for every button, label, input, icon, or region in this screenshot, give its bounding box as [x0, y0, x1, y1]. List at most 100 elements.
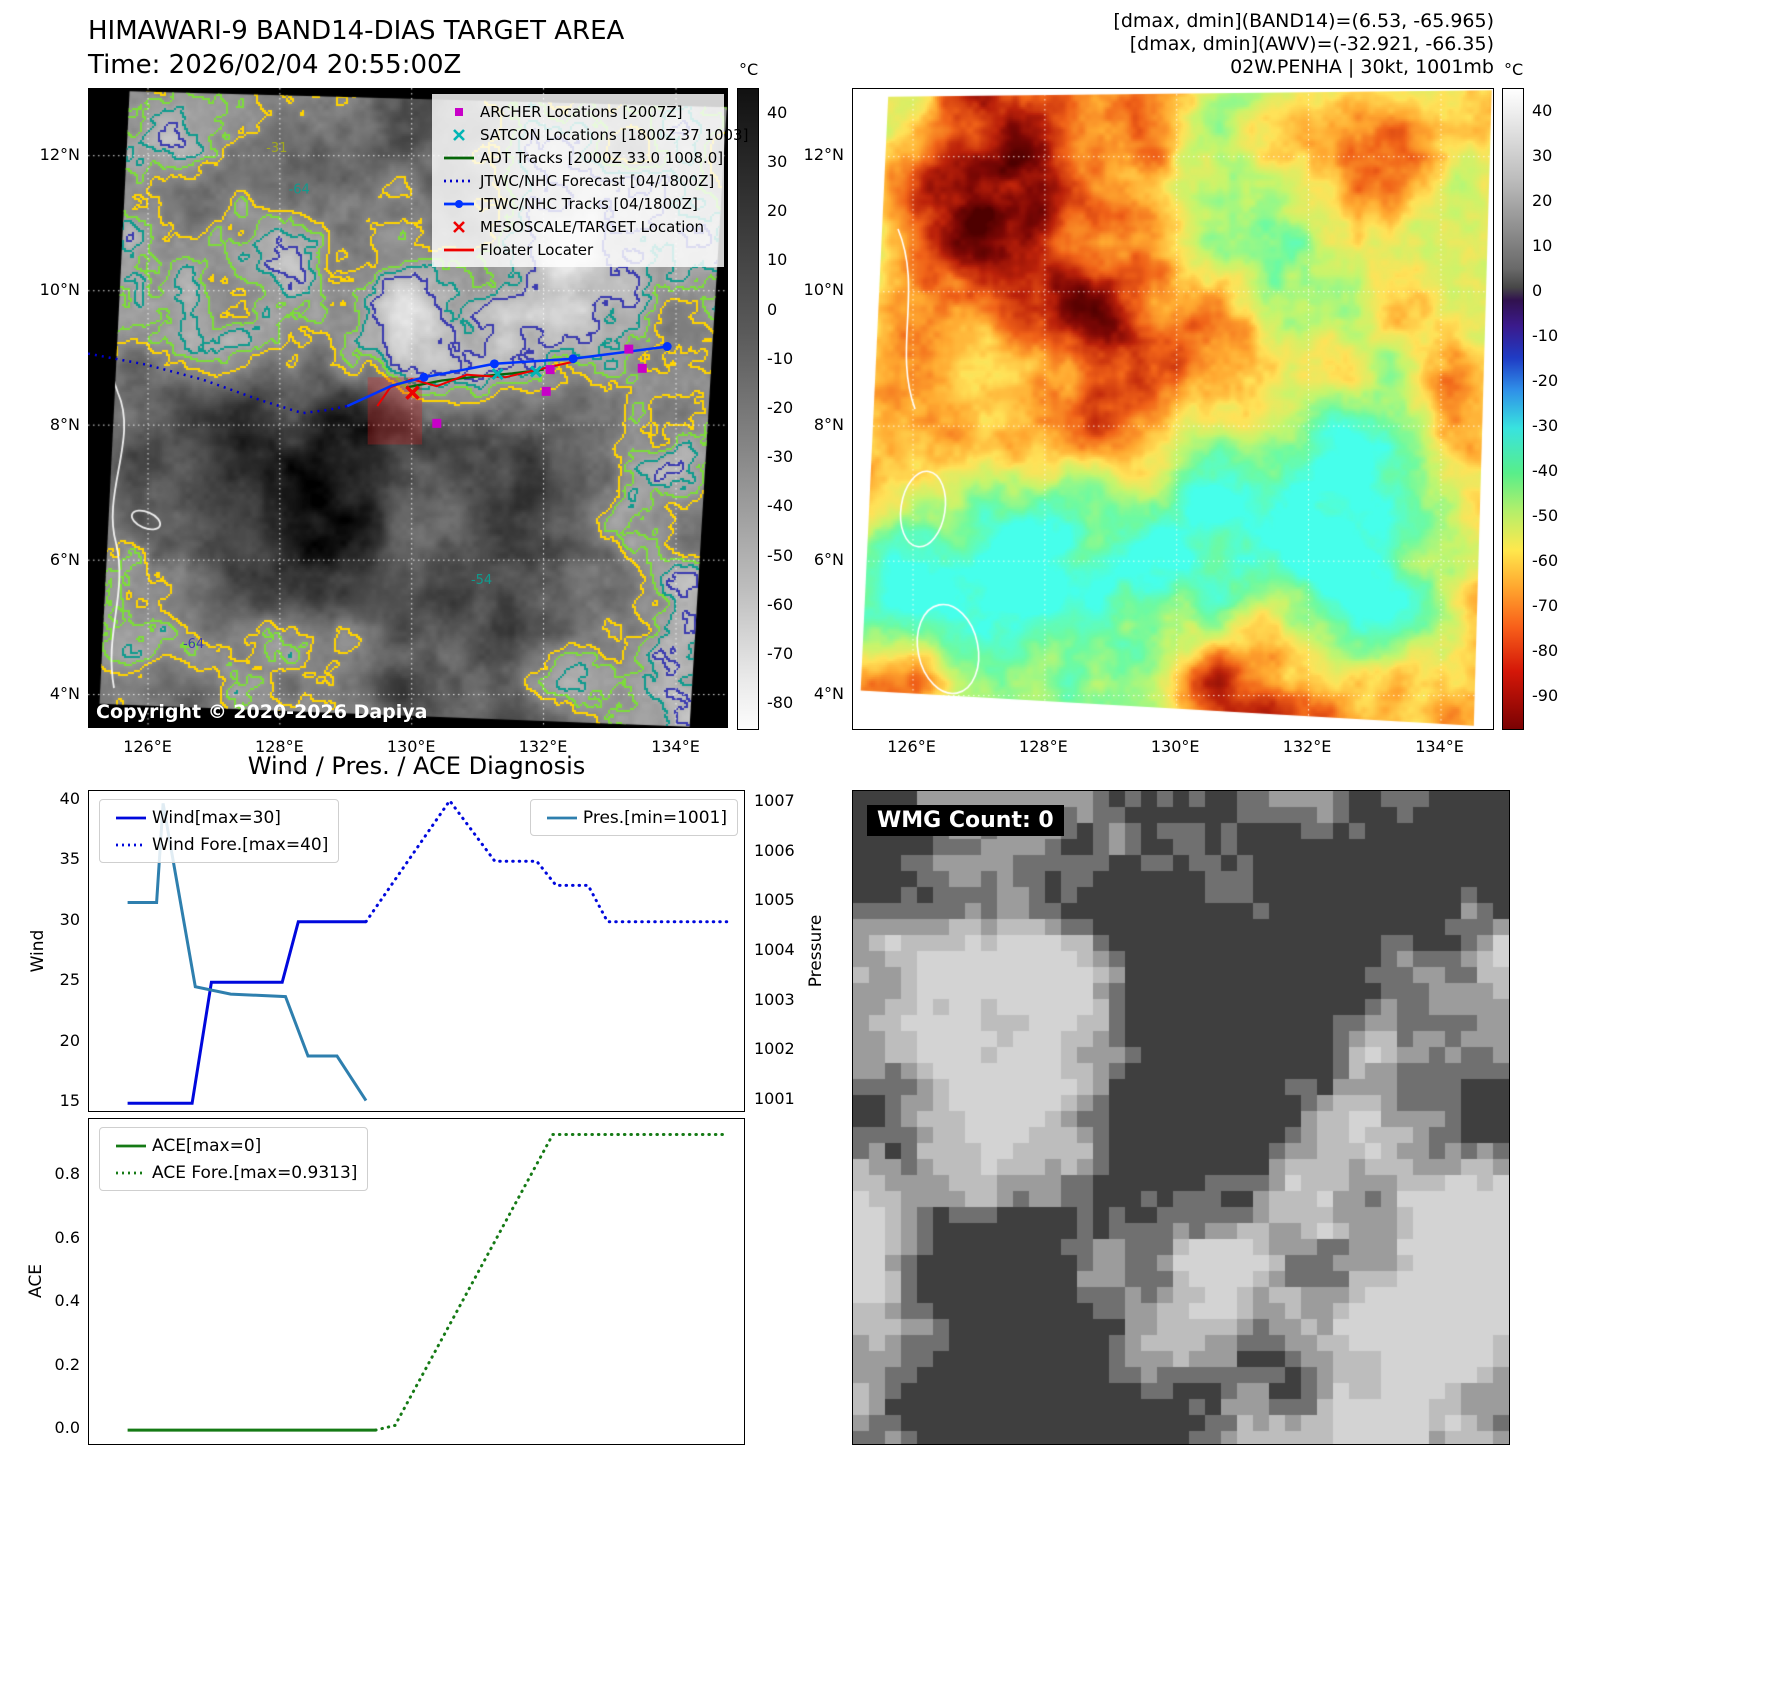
wind-pressure-ytick-right: 1004 — [754, 940, 795, 959]
band14-cbar-tick: 0 — [767, 299, 778, 319]
contour-label: -54 — [471, 573, 492, 588]
x-marker — [453, 128, 465, 141]
awv-colorbar-unit: °C — [1504, 60, 1524, 79]
wmg-image — [853, 791, 1509, 1444]
legend-item: Wind Fore.[max=40] — [110, 831, 328, 858]
band14-xtick: 126°E — [123, 737, 172, 756]
jtwc-track-point — [568, 354, 578, 364]
band14-cbar-tick: 40 — [767, 102, 788, 122]
line-marker-glyph — [438, 151, 480, 165]
dotted-icon — [444, 179, 474, 182]
square-marker — [455, 107, 463, 116]
awv-cbar-tick: 0 — [1532, 280, 1543, 300]
ace-ytick: 0.2 — [54, 1354, 80, 1374]
band14-ytick: 12°N — [39, 145, 80, 165]
charts-title: Wind / Pres. / ACE Diagnosis — [247, 752, 586, 780]
square-icon — [455, 107, 463, 116]
band14-cbar-tick: -20 — [767, 398, 794, 417]
series-Pres.[min=1001] — [127, 803, 368, 1102]
band14-cbar-tick: -30 — [767, 447, 794, 467]
legend-label: SATCON Locations [1800Z 37 1003] — [480, 125, 749, 144]
line-marker-glyph — [438, 243, 480, 257]
mesoscale-target-marker — [405, 385, 420, 400]
wind-pressure-legend: Wind[max=30] Wind Fore.[max=40] — [99, 799, 340, 863]
line-dot-icon — [444, 199, 474, 208]
awv-ytick: 6°N — [813, 549, 844, 569]
awv-cbar-tick: -80 — [1532, 641, 1559, 661]
awv-ytick: 10°N — [803, 280, 844, 300]
band14-cbar-tick: 20 — [767, 201, 788, 221]
wind-pressure-ytick-right: 1001 — [754, 1088, 795, 1108]
legend-item: ARCHER Locations [2007Z] — [438, 100, 718, 123]
wind-pressure-legend: Pres.[min=1001] — [529, 799, 738, 836]
archer-marker — [545, 365, 555, 375]
legend-label: Wind[max=30] — [152, 807, 281, 828]
band14-colorbar — [737, 88, 759, 730]
band14-cbar-tick: -70 — [767, 644, 794, 664]
x-marker-glyph — [438, 128, 480, 142]
line-icon — [546, 816, 577, 819]
dotted-icon — [116, 843, 146, 846]
awv-cbar-tick: 30 — [1532, 145, 1553, 165]
x-icon — [453, 220, 465, 233]
band14-cbar-tick: -60 — [767, 594, 794, 614]
series-Wind Fore.[max=40] — [364, 798, 729, 924]
pressure-axis-label: Pressure — [806, 914, 826, 988]
band14-cbar-tick: 10 — [767, 250, 788, 270]
awv-xtick: 126°E — [887, 737, 936, 756]
wind-pressure-ytick: 30 — [59, 909, 80, 929]
band14-ytick: 10°N — [39, 280, 80, 300]
square-marker-glyph — [438, 105, 480, 119]
legend-item: ACE Fore.[max=0.9313] — [110, 1159, 357, 1186]
awv-cbar-tick: -20 — [1532, 370, 1559, 390]
band14-cbar-tick: -80 — [767, 693, 794, 713]
wind-pressure-ytick-right: 1002 — [754, 1039, 795, 1059]
archer-marker — [541, 386, 551, 396]
legend-item: MESOSCALE/TARGET Location — [438, 215, 718, 238]
jtwc-track-point — [419, 372, 429, 382]
legend-item: Floater Locater — [438, 238, 718, 261]
legend-glyph — [110, 1139, 152, 1153]
adt-track-line — [405, 368, 544, 389]
line-icon — [444, 248, 474, 251]
band14-map-panel: ARCHER Locations [2007Z] SATCON Locations… — [88, 88, 748, 728]
band14-ytick: 8°N — [49, 414, 80, 434]
legend-item: SATCON Locations [1800Z 37 1003] — [438, 123, 748, 146]
awv-xtick: 130°E — [1150, 737, 1200, 756]
legend-label: ARCHER Locations [2007Z] — [480, 102, 683, 121]
jtwc-track-line — [346, 345, 668, 408]
band14-overlay: -64 -31 -54 -64 — [88, 141, 672, 652]
dotted-icon — [116, 1171, 146, 1174]
awv-cbar-tick: -50 — [1532, 506, 1559, 526]
satcon-marker — [491, 368, 504, 381]
map-legend: ARCHER Locations [2007Z] SATCON Locations… — [432, 94, 748, 267]
legend-label: JTWC/NHC Tracks [04/1800Z] — [480, 194, 698, 213]
dotted-marker-glyph — [438, 174, 480, 188]
line-icon — [116, 1144, 146, 1147]
series-Wind[max=30] — [127, 920, 366, 1105]
legend-label: Wind Fore.[max=40] — [152, 834, 329, 855]
wind-pressure-ytick-right: 1005 — [754, 890, 795, 910]
band14-cbar-tick: 30 — [767, 151, 788, 171]
band14-xtick: 132°E — [518, 737, 568, 756]
band14-cbar-tick: -40 — [767, 496, 794, 516]
awv-xtick: 128°E — [1019, 737, 1068, 756]
ace-legend: ACE[max=0] ACE Fore.[max=0.9313] — [99, 1127, 369, 1191]
band14-xtick: 134°E — [651, 737, 700, 756]
header-info: [dmax, dmin](BAND14)=(6.53, -65.965) [dm… — [1113, 10, 1494, 79]
legend-item: JTWC/NHC Forecast [04/1800Z] — [438, 169, 718, 192]
band14-ytick: 4°N — [49, 684, 80, 704]
awv-cbar-tick: -40 — [1532, 461, 1559, 481]
awv-ytick: 8°N — [813, 414, 844, 434]
band14-xtick: 130°E — [386, 737, 436, 756]
line-icon — [116, 816, 146, 819]
page-title: HIMAWARI-9 BAND14-DIAS TARGET AREA — [88, 16, 625, 46]
legend-item: JTWC/NHC Tracks [04/1800Z] — [438, 192, 718, 215]
legend-glyph — [110, 838, 152, 852]
ace-chart: ACE[max=0] ACE Fore.[max=0.9313] — [88, 1118, 745, 1445]
copyright-text: Copyright © 2020-2026 Dapiya — [96, 701, 428, 723]
dmax-dmin-awv: [dmax, dmin](AWV)=(-32.921, -66.35) — [1129, 33, 1494, 55]
legend-item: ADT Tracks [2000Z 33.0 1008.0] — [438, 146, 723, 169]
band14-xtick: 128°E — [255, 737, 304, 756]
ace-ytick: 0.8 — [54, 1164, 80, 1184]
